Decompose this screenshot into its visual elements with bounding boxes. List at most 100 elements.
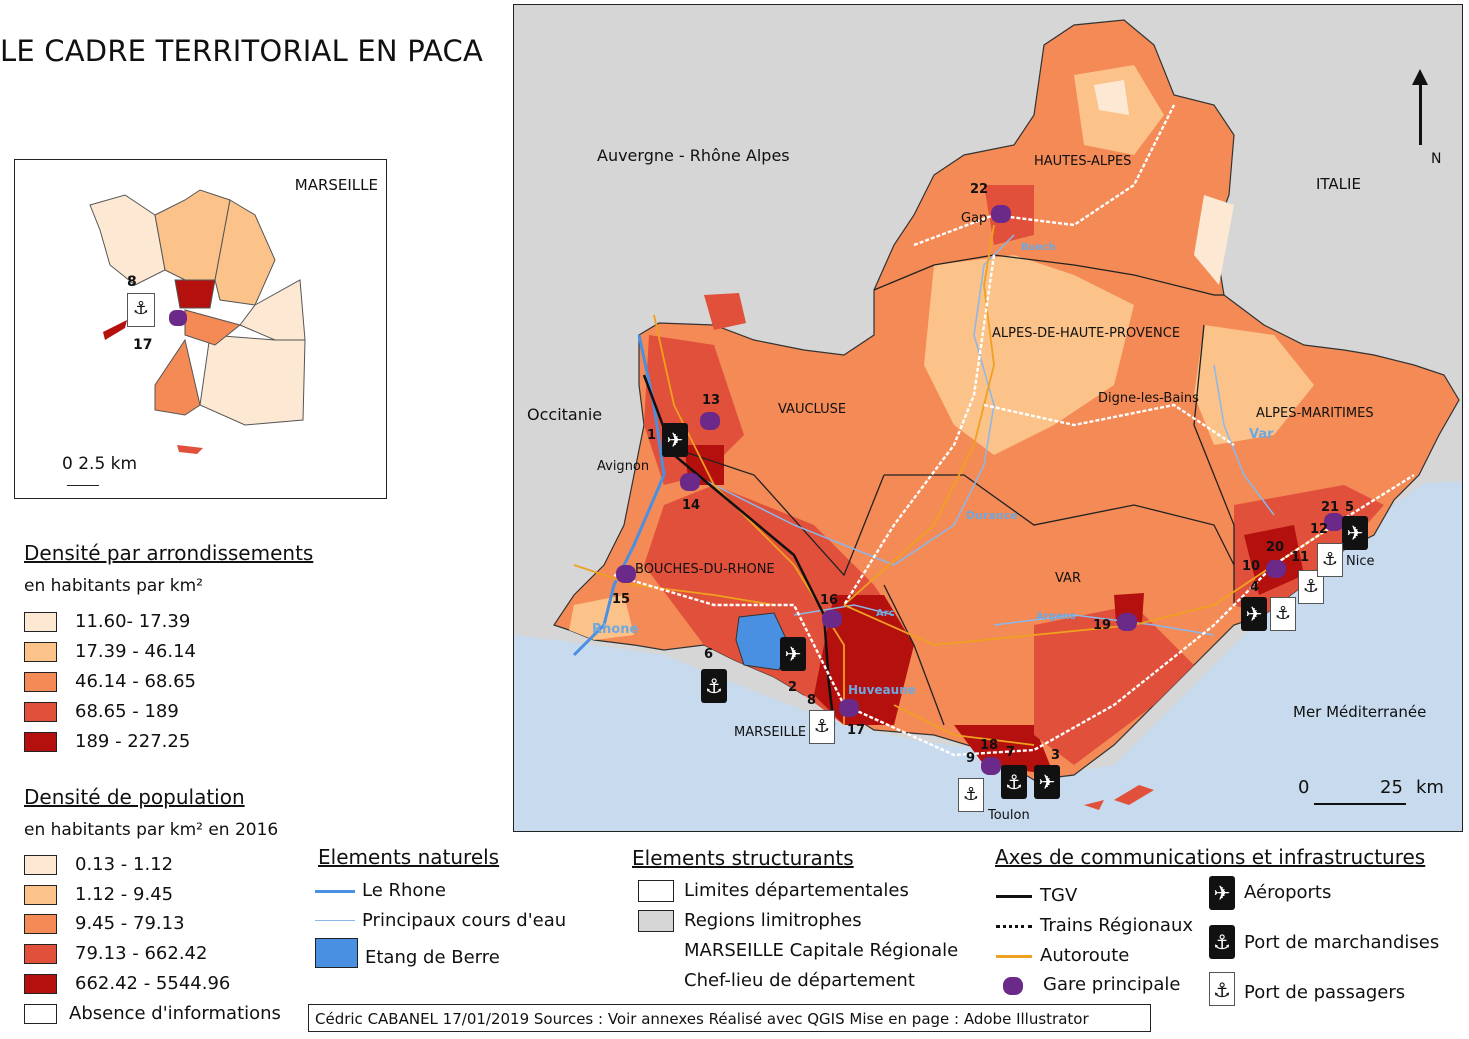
argens-river xyxy=(993,614,1215,636)
legend-trains-label: Trains Régionaux xyxy=(1040,915,1193,936)
gare-icon-19 xyxy=(1117,613,1137,631)
legend-rhone-line xyxy=(315,890,355,893)
light-zone-italy xyxy=(1194,195,1234,285)
paca-main-map: Auvergne - Rhône Alpes Occitanie ITALIE … xyxy=(513,4,1463,832)
border-bdr-var xyxy=(883,584,945,726)
river-buech-label: Buech xyxy=(1021,242,1056,253)
legend-cours-eau-line xyxy=(315,920,355,921)
dept-ahp-label: ALPES-DE-HAUTE-PROVENCE xyxy=(992,326,1181,341)
passenger-port-icon-toulon: ⚓ xyxy=(958,778,984,812)
inset-port-number-8: 8 xyxy=(127,274,137,290)
river-var-label: Var xyxy=(1249,427,1274,442)
airplane-icon-marseille: ✈ xyxy=(780,637,806,671)
var-river xyxy=(1213,364,1275,516)
legend-autoroute-line xyxy=(996,955,1032,958)
legend-limites-swatch xyxy=(638,880,674,902)
page-title: LE CADRE TERRITORIAL EN PACA xyxy=(0,34,484,68)
river-durance-label: Durance xyxy=(966,509,1018,522)
legend-pop-label-2: 1.12 - 9.45 xyxy=(75,884,174,905)
legend-naturels-title: Elements naturels xyxy=(318,845,500,869)
dept-bdr-label: BOUCHES-DU-RHONE xyxy=(635,562,775,577)
map-number-11: 11 xyxy=(1291,550,1310,565)
sea-area xyxy=(514,481,1462,831)
legend-arr-swatch-2 xyxy=(24,642,57,662)
region-auvergne-label: Auvergne - Rhône Alpes xyxy=(597,146,790,165)
river-arc-label: Arc xyxy=(876,608,895,619)
map-number-4: 4 xyxy=(1250,580,1260,595)
map-number-20: 20 xyxy=(1266,540,1285,555)
autoroute-a7 xyxy=(653,314,845,725)
river-huveaune-label: Huveaune xyxy=(848,683,916,697)
gare-icon-gap xyxy=(991,205,1011,223)
legend-arr-label-5: 189 - 227.25 xyxy=(75,731,191,752)
legend-pop-swatch-1 xyxy=(24,855,57,875)
paca-map-svg xyxy=(514,19,1462,831)
map-number-12: 12 xyxy=(1310,522,1329,537)
map-number-18: 18 xyxy=(980,738,999,753)
legend-axes-title: Axes de communications et infrastructure… xyxy=(995,845,1426,869)
legend-arr-swatch-5 xyxy=(24,732,57,752)
anchor-icon-toulon: ⚓ xyxy=(1001,765,1027,799)
north-label: N xyxy=(1431,151,1442,167)
marseille-inset-svg xyxy=(89,189,306,454)
inset-arr-south-east xyxy=(199,334,306,426)
dept-hautes-alpes-label: HAUTES-ALPES xyxy=(1034,154,1132,169)
legend-structurants-title: Elements structurants xyxy=(632,846,854,870)
border-vaucluse xyxy=(663,444,885,577)
legend-cours-eau-label: Principaux cours d'eau xyxy=(362,910,567,931)
island-hyeres-1 xyxy=(1114,785,1154,805)
inset-scale-bar xyxy=(67,485,99,486)
map-number-8: 8 xyxy=(807,693,817,708)
map-number-1: 1 xyxy=(647,428,657,443)
airplane-icon-avignon: ✈ xyxy=(662,423,688,457)
white-zone-1 xyxy=(1094,80,1129,115)
light-zone-camargue xyxy=(569,595,634,640)
map-number-7: 7 xyxy=(1006,745,1016,760)
legend-regions-swatch xyxy=(638,910,674,932)
legend-arr-label-4: 68.65 - 189 xyxy=(75,701,179,722)
legend-arr-label-1: 11.60- 17.39 xyxy=(75,611,191,632)
legend-gare-label: Gare principale xyxy=(1043,974,1181,995)
legend-etang-label: Etang de Berre xyxy=(365,947,500,968)
legend-pop-label-1: 0.13 - 1.12 xyxy=(75,854,174,875)
legend-airplane-icon: ✈ xyxy=(1209,876,1235,910)
legend-passenger-port-icon: ⚓ xyxy=(1209,972,1235,1006)
legend-arr-subtitle: en habitants par km² xyxy=(24,576,203,596)
autoroute-a50 xyxy=(893,704,1035,746)
gare-icon-18 xyxy=(981,757,1001,775)
legend-pop-title: Densité de population xyxy=(24,785,245,809)
city-toulon-label: Toulon xyxy=(988,808,1030,823)
legend-regions-label: Regions limitrophes xyxy=(684,910,862,931)
map-number-9: 9 xyxy=(966,751,976,766)
map-number-3: 3 xyxy=(1051,748,1061,763)
dept-alpes-maritimes-label: ALPES-MARITIMES xyxy=(1256,406,1374,421)
light-zone-am xyxy=(1194,325,1314,445)
autoroute-a54 xyxy=(573,564,775,606)
etang-de-berre xyxy=(735,612,790,671)
train-coast xyxy=(613,473,1415,757)
legend-pop-swatch-2 xyxy=(24,885,57,905)
legend-pop-label-nodata: Absence d'informations xyxy=(69,1003,281,1024)
legend-arr-swatch-1 xyxy=(24,612,57,632)
map-number-15: 15 xyxy=(612,592,631,607)
legend-capitale-label: MARSEILLE Capitale Régionale xyxy=(684,940,959,961)
scale-unit: km xyxy=(1416,777,1444,798)
dept-vaucluse-label: VAUCLUSE xyxy=(778,402,847,417)
gare-icon-17 xyxy=(839,699,859,717)
legend-airports-label: Aéroports xyxy=(1244,882,1332,903)
inset-gare-icon xyxy=(169,310,187,326)
gare-icon-16 xyxy=(822,610,842,628)
region-italie-label: ITALIE xyxy=(1316,175,1361,193)
scale-value: 25 xyxy=(1380,777,1403,798)
legend-pop-label-3: 9.45 - 79.13 xyxy=(75,913,185,934)
credits-box: Cédric CABANEL 17/01/2019 Sources : Voir… xyxy=(308,1004,1151,1032)
gare-icon-20 xyxy=(1266,560,1286,578)
city-avignon-label: Avignon xyxy=(597,459,650,474)
river-rhone-label: Rhone xyxy=(592,622,639,637)
durance-river xyxy=(693,234,1015,566)
region-occitanie-label: Occitanie xyxy=(527,405,603,424)
arc-river xyxy=(793,604,895,616)
inset-passenger-port-icon: ⚓ xyxy=(127,293,155,327)
legend-pop-label-5: 662.42 - 5544.96 xyxy=(75,973,231,994)
legend-arr-swatch-4 xyxy=(24,702,57,722)
